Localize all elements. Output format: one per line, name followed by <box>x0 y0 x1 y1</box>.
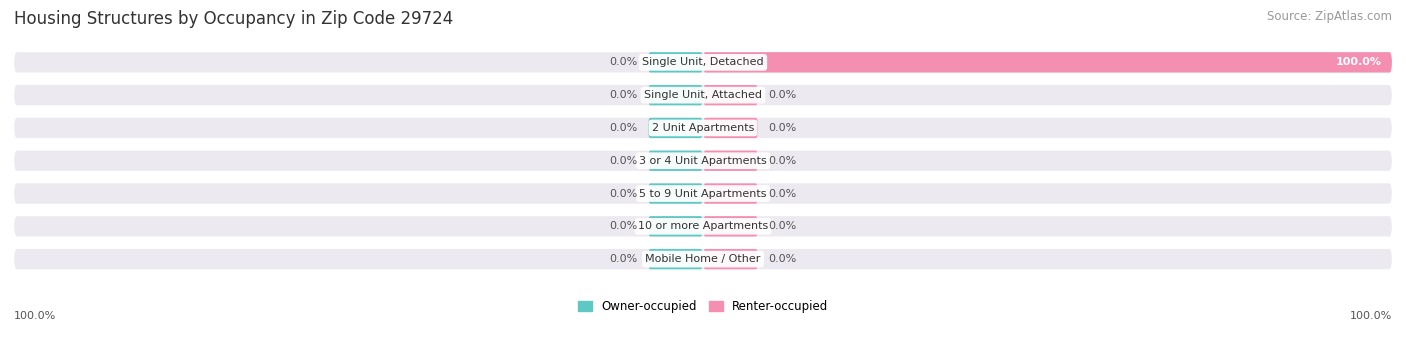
Text: Housing Structures by Occupancy in Zip Code 29724: Housing Structures by Occupancy in Zip C… <box>14 10 453 28</box>
FancyBboxPatch shape <box>703 52 1392 73</box>
Text: 0.0%: 0.0% <box>769 156 797 166</box>
FancyBboxPatch shape <box>648 150 703 171</box>
Text: 0.0%: 0.0% <box>769 90 797 100</box>
FancyBboxPatch shape <box>14 85 1392 105</box>
Text: 0.0%: 0.0% <box>609 156 637 166</box>
Text: 0.0%: 0.0% <box>609 90 637 100</box>
FancyBboxPatch shape <box>14 118 1392 138</box>
Text: Single Unit, Attached: Single Unit, Attached <box>644 90 762 100</box>
FancyBboxPatch shape <box>14 249 1392 269</box>
FancyBboxPatch shape <box>14 52 1392 73</box>
FancyBboxPatch shape <box>648 118 703 138</box>
FancyBboxPatch shape <box>703 249 758 269</box>
FancyBboxPatch shape <box>648 249 703 269</box>
Text: 3 or 4 Unit Apartments: 3 or 4 Unit Apartments <box>640 156 766 166</box>
Text: 5 to 9 Unit Apartments: 5 to 9 Unit Apartments <box>640 188 766 199</box>
Text: 10 or more Apartments: 10 or more Apartments <box>638 221 768 231</box>
FancyBboxPatch shape <box>703 118 758 138</box>
Text: 0.0%: 0.0% <box>609 221 637 231</box>
FancyBboxPatch shape <box>648 52 703 73</box>
Text: 100.0%: 100.0% <box>1350 312 1392 321</box>
Text: 100.0%: 100.0% <box>1336 57 1382 67</box>
Text: 0.0%: 0.0% <box>609 123 637 133</box>
Text: 0.0%: 0.0% <box>769 221 797 231</box>
Text: 0.0%: 0.0% <box>609 254 637 264</box>
Text: 0.0%: 0.0% <box>769 254 797 264</box>
Text: 0.0%: 0.0% <box>769 188 797 199</box>
FancyBboxPatch shape <box>648 216 703 237</box>
Text: Source: ZipAtlas.com: Source: ZipAtlas.com <box>1267 10 1392 23</box>
FancyBboxPatch shape <box>703 216 758 237</box>
Text: 0.0%: 0.0% <box>769 123 797 133</box>
FancyBboxPatch shape <box>648 183 703 204</box>
FancyBboxPatch shape <box>703 150 758 171</box>
Text: 2 Unit Apartments: 2 Unit Apartments <box>652 123 754 133</box>
Text: Single Unit, Detached: Single Unit, Detached <box>643 57 763 67</box>
FancyBboxPatch shape <box>14 216 1392 237</box>
Text: 0.0%: 0.0% <box>609 57 637 67</box>
FancyBboxPatch shape <box>703 85 758 105</box>
Legend: Owner-occupied, Renter-occupied: Owner-occupied, Renter-occupied <box>572 295 834 318</box>
Text: Mobile Home / Other: Mobile Home / Other <box>645 254 761 264</box>
FancyBboxPatch shape <box>14 150 1392 171</box>
FancyBboxPatch shape <box>648 85 703 105</box>
Text: 100.0%: 100.0% <box>14 312 56 321</box>
FancyBboxPatch shape <box>703 183 758 204</box>
FancyBboxPatch shape <box>14 183 1392 204</box>
Text: 0.0%: 0.0% <box>609 188 637 199</box>
